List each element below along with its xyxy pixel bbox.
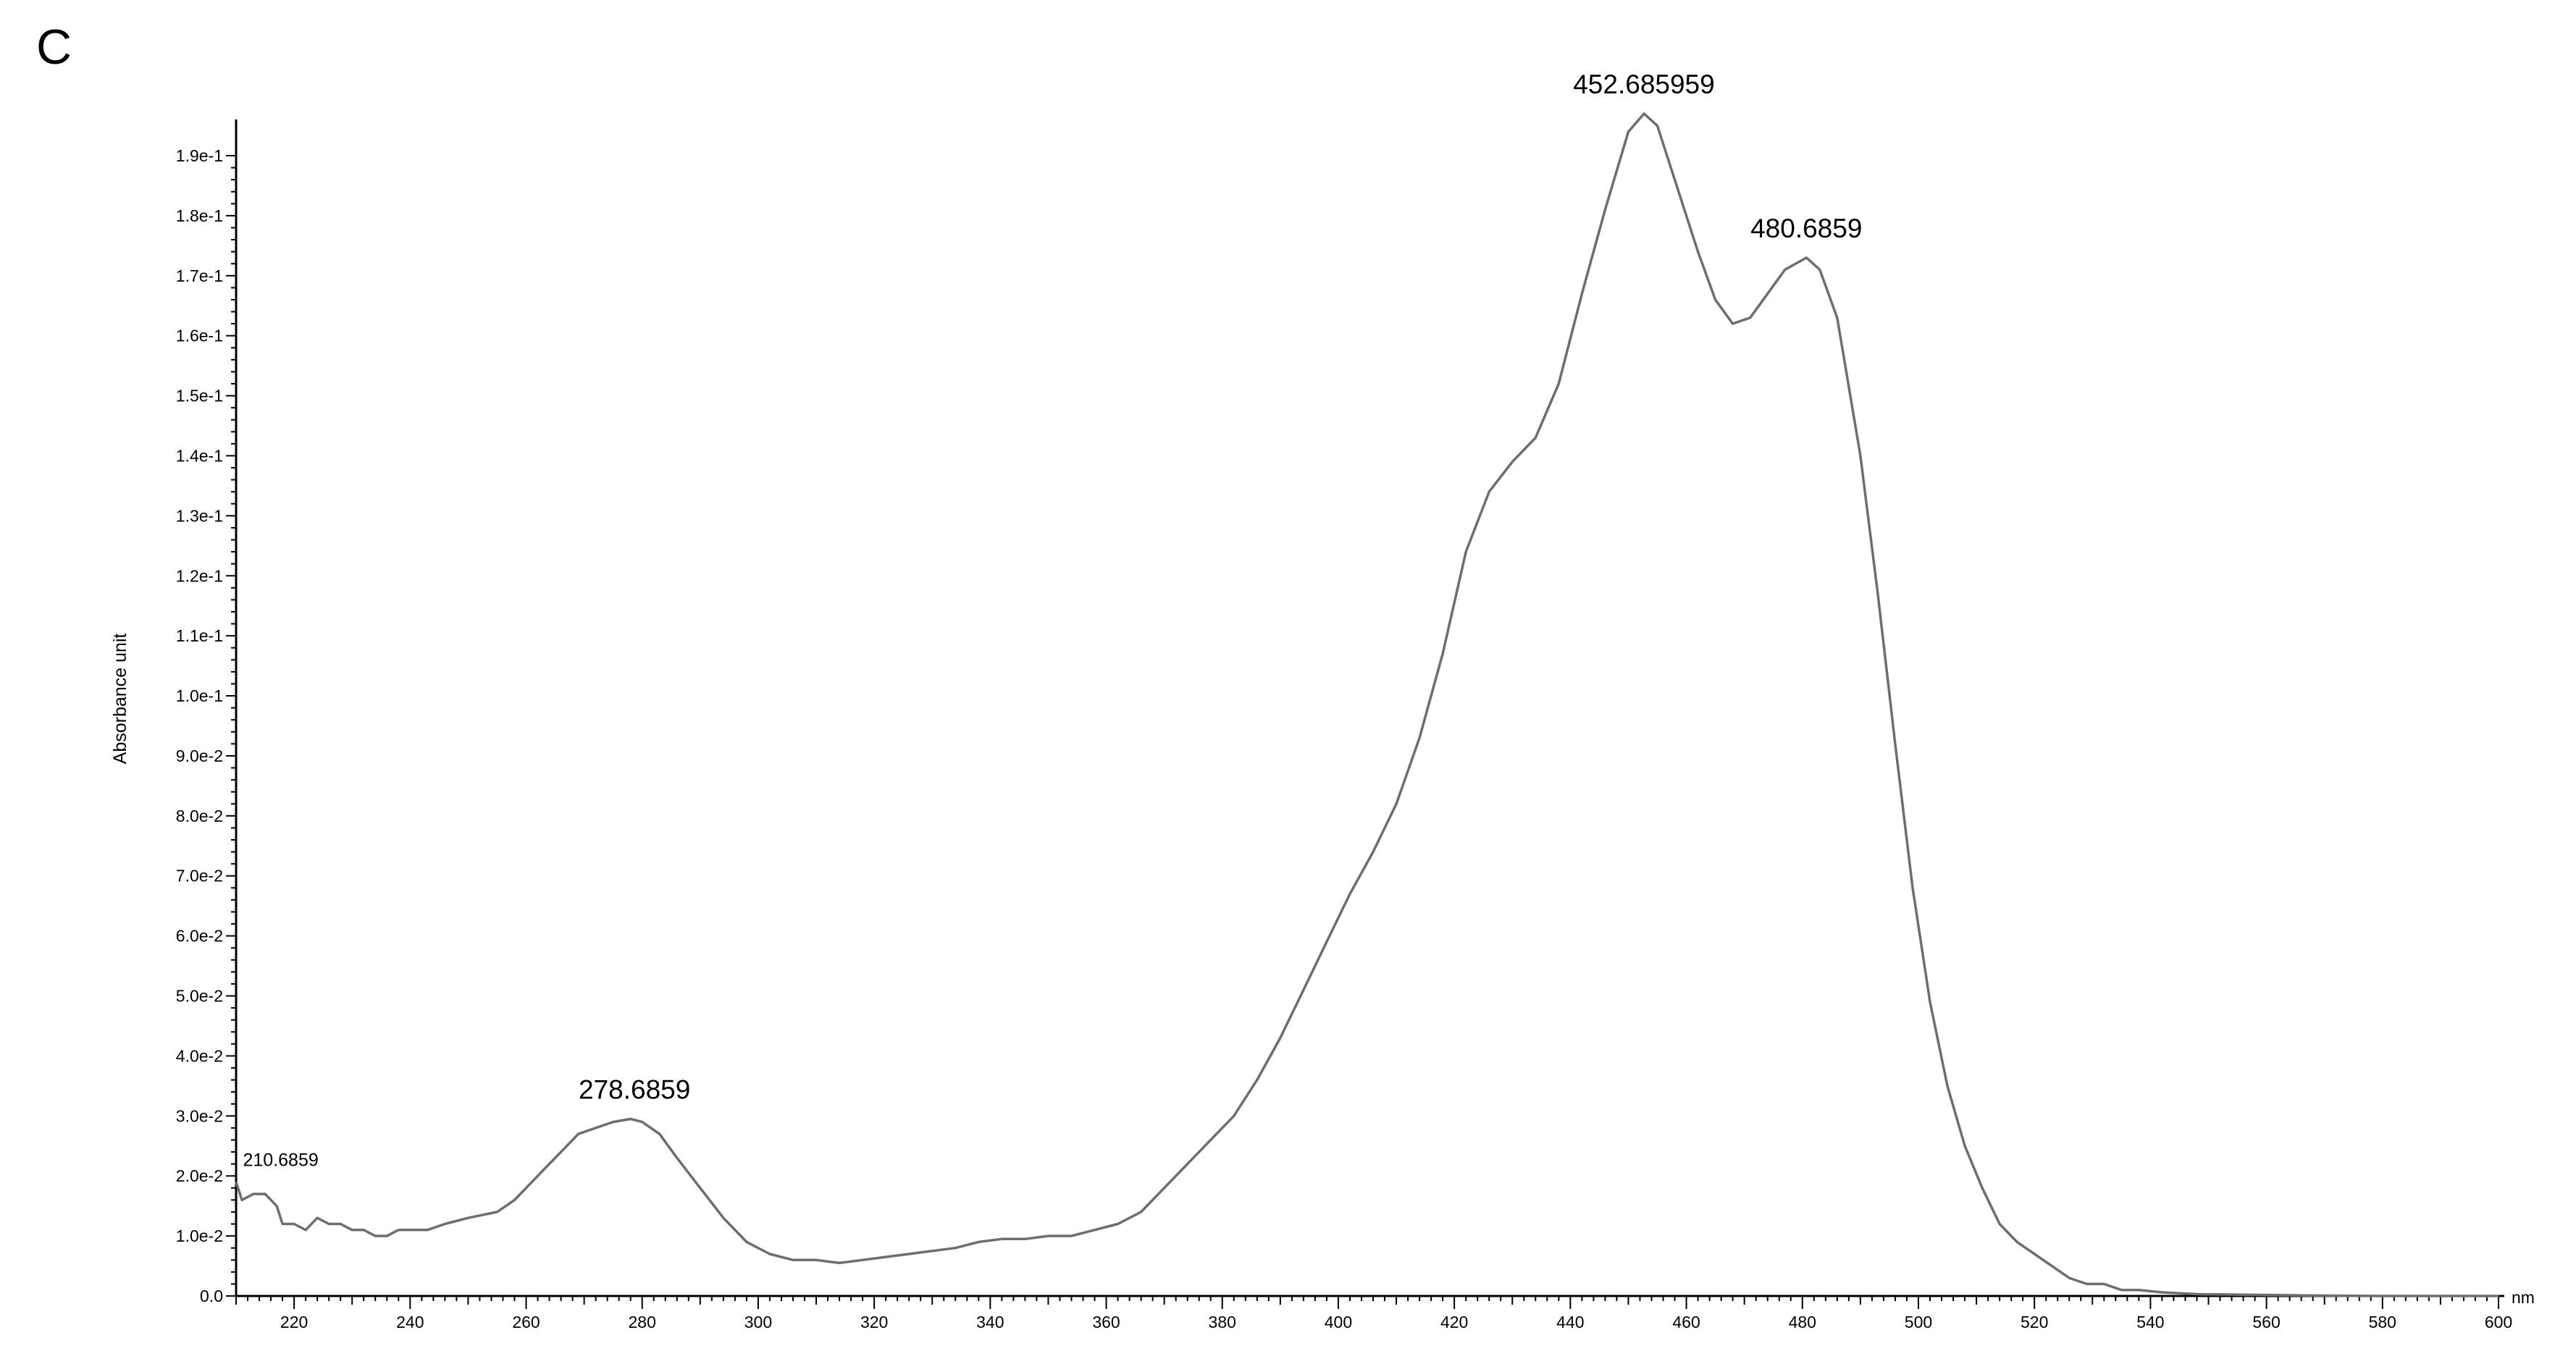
x-tick-label: 300 <box>744 1313 772 1331</box>
x-tick-label: 500 <box>1905 1313 1932 1331</box>
y-tick-label: 9.0e-2 <box>176 746 223 765</box>
x-tick-label: 380 <box>1209 1313 1236 1331</box>
x-tick-label: 440 <box>1556 1313 1584 1331</box>
y-axis-ticks: 0.0 1.0e-2 2.0e-2 3.0e-2 4.0e-2 5.0e-2 6.0e-2 7… <box>176 146 236 1305</box>
x-tick-label: 540 <box>2136 1313 2164 1331</box>
x-tick-label: 460 <box>1672 1313 1700 1331</box>
x-tick-label: 580 <box>2369 1313 2396 1331</box>
y-axis-title: Absorbance unit <box>110 634 130 765</box>
y-tick-label: 1.7e-1 <box>176 266 223 285</box>
x-tick-label: 600 <box>2485 1313 2512 1331</box>
x-tick-label: 360 <box>1092 1313 1120 1331</box>
y-tick-label: 1.0e-2 <box>176 1226 223 1245</box>
y-tick-label: 1.4e-1 <box>176 446 223 465</box>
y-tick-label: 5.0e-2 <box>176 987 223 1006</box>
x-tick-label: 220 <box>280 1313 308 1331</box>
x-tick-label: 520 <box>2021 1313 2048 1331</box>
y-tick-label: 1.5e-1 <box>176 387 223 405</box>
x-tick-label: 280 <box>629 1313 656 1331</box>
x-tick-label: 480 <box>1789 1313 1816 1331</box>
peak-annotations: 210.6859 278.6859 452.685959 480.6859 <box>243 70 1862 1171</box>
y-tick-label: 1.2e-1 <box>176 566 223 585</box>
x-tick-label: 560 <box>2252 1313 2280 1331</box>
peak-label: 210.6859 <box>243 1150 318 1171</box>
peak-label: 278.6859 <box>579 1074 690 1104</box>
y-tick-label: 8.0e-2 <box>176 807 223 825</box>
x-tick-label: 420 <box>1440 1313 1468 1331</box>
y-tick-label: 1.6e-1 <box>176 327 223 345</box>
x-tick-label: 400 <box>1325 1313 1352 1331</box>
x-tick-label: 340 <box>976 1313 1004 1331</box>
x-tick-label: 260 <box>512 1313 540 1331</box>
absorbance-series-line <box>235 112 2499 1297</box>
x-tick-label: 240 <box>396 1313 424 1331</box>
y-tick-label: 4.0e-2 <box>176 1046 223 1065</box>
axes <box>235 119 2504 1297</box>
y-tick-label: 2.0e-2 <box>176 1166 223 1185</box>
y-tick-label: 1.9e-1 <box>176 146 223 165</box>
panel-letter: C <box>36 20 72 75</box>
y-tick-label: 0.0 <box>200 1287 223 1305</box>
y-tick-label: 1.3e-1 <box>176 506 223 525</box>
x-axis-ticks: 220 240 260 280 300 320 340 360 380 400 420 440 460 4… <box>235 1296 2512 1331</box>
x-axis-unit: nm <box>2512 1288 2535 1307</box>
y-tick-label: 7.0e-2 <box>176 867 223 885</box>
y-tick-label: 6.0e-2 <box>176 927 223 946</box>
x-tick-label: 320 <box>860 1313 888 1331</box>
y-tick-label: 1.1e-1 <box>176 626 223 645</box>
y-tick-label: 1.8e-1 <box>176 206 223 225</box>
y-tick-label: 1.0e-1 <box>176 686 223 705</box>
y-tick-label: 3.0e-2 <box>176 1106 223 1125</box>
peak-label: 480.6859 <box>1750 214 1862 243</box>
peak-label: 452.685959 <box>1573 70 1714 99</box>
